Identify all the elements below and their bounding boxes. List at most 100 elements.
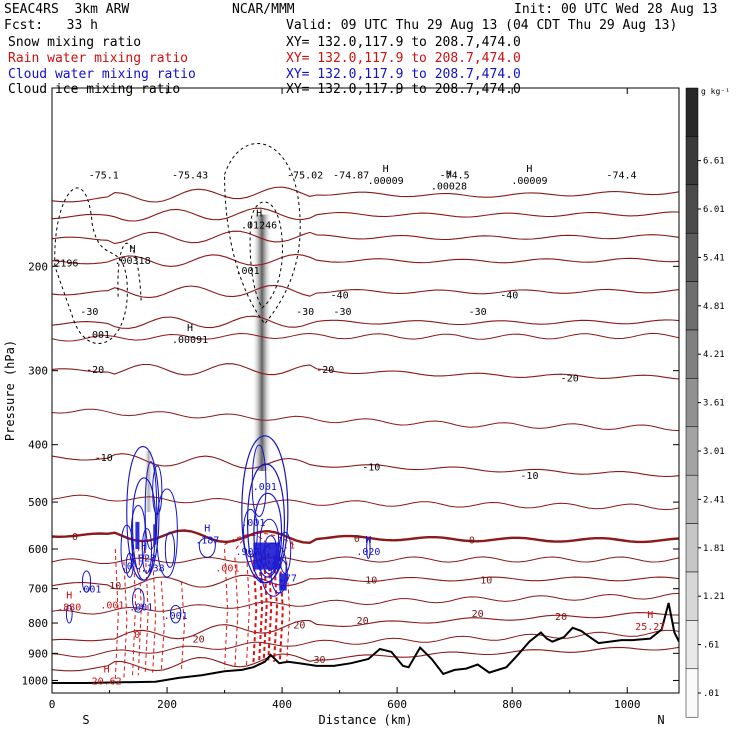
isotherm-label: -30 [296,307,314,318]
cloud-water-contour-main [278,531,292,574]
isotherm-label: -75.02 [287,171,323,182]
org-title: NCAR/MMM [232,2,295,17]
isotherm-label: 20 [472,609,484,620]
x-tick-label: 800 [502,698,522,711]
isotherm-label: -40 [500,290,518,301]
isotherm-line [52,284,679,299]
isotherm-label: 10 [365,575,377,586]
cloud-water-contour-small [198,537,216,558]
isotherm-label: -75.1 [89,171,119,182]
colorbar-label: 6.61 [703,157,725,167]
extremum-marker: H [104,664,110,675]
isotherm-line-minor [52,408,679,432]
isotherm-label: -30 [469,307,487,318]
rain-contour-cap [235,534,272,550]
colorbar-swatch [685,378,699,428]
isotherm-label: -75.43 [172,171,208,182]
rain-contour [234,557,239,668]
init-time: Init: 00 UTC Wed 28 Aug 13 [514,2,718,17]
colorbar-label: 6.01 [703,205,725,215]
rain-contour [267,553,273,661]
colorbar-swatch [685,426,699,476]
field-xy-cloud-ice: XY= 132.0,117.9 to 208.7,474.0 [286,82,521,97]
colorbar-label: .61 [703,641,719,651]
isotherm-line-minor [52,332,679,342]
colorbar-label: .01 [703,689,719,699]
extremum-value: 25.27 [635,622,665,633]
y-tick-label: 600 [28,543,48,556]
colorbar-swatch [685,571,699,621]
isotherm-label: 0 [72,532,78,543]
isotherm-line [52,253,679,267]
y-tick-label: 400 [28,439,48,452]
rain-contour [137,540,142,676]
rain-contour [258,551,264,664]
x-tick-label: 0 [49,698,56,711]
isotherm-line [52,207,679,222]
isotherm-label: -20 [316,365,334,376]
extremum-value: .00028 [431,181,467,192]
extremum-marker: H [647,610,653,621]
cloud-water-contour-main [246,463,285,584]
isotherm-label: 20 [555,612,567,623]
contour-value-label: .907 [236,547,260,558]
isotherm-label: -30 [333,307,351,318]
cloud-water-core [153,524,157,545]
isotherm-line [52,453,679,478]
forecast-hour: Fcst: 33 h [4,18,98,33]
rain-contour [132,531,137,677]
rain-contour-cap [224,532,294,546]
cloud-water-contour-left [130,504,146,569]
isotherm-label: 10 [480,575,492,586]
isotherm-line [52,612,679,642]
isotherm-label: -20 [86,365,104,376]
isotherm-line [52,315,679,329]
isotherm-line-minor [52,556,679,564]
colorbar-swatch [685,136,699,186]
cloud-water-contour-left [120,524,134,574]
extremum-marker: H [446,169,452,180]
isotherm-label: 20 [293,621,305,632]
snow-contour [224,143,301,325]
isotherm-line [52,186,679,203]
rain-contour [180,581,185,670]
field-xy-cloud-water: XY= 132.0,117.9 to 208.7,474.0 [286,67,521,82]
cloud-water-contour-small [65,605,73,624]
extremum-marker: H [383,164,389,175]
extremum-value: .828 [132,553,156,564]
contour-value-label: .001 [86,330,110,341]
cloud-water-contour-small [366,538,371,559]
field-xy-rain: XY= 132.0,117.9 to 208.7,474.0 [286,51,521,66]
isotherm-line [52,574,679,590]
rain-contour [262,548,268,662]
colorbar-label: 2.41 [703,495,725,505]
isotherm-label: 10 [109,581,121,592]
colorbar-label: 1.81 [703,544,725,554]
colorbar-swatch [685,281,699,331]
x-tick-label: 600 [387,698,407,711]
cloud-water-contour-left [156,488,178,578]
rain-contour [160,581,165,672]
cloud-water-contour-left [141,528,153,574]
terrain-line [52,602,679,684]
contour-value-label: 0 [134,630,140,641]
rain-contour [224,548,229,669]
y-tick-label: 500 [28,496,48,509]
extremum-value: .00009 [368,176,404,187]
colorbar-swatch [685,184,699,234]
cloud-water-contour-left [131,477,157,581]
field-label-rain: Rain water mixing ratio [8,51,189,66]
cloud-water-core [253,542,280,570]
x-tick-label: 200 [157,698,177,711]
isotherm-line [52,363,679,380]
cloud-water-core [135,521,140,550]
extremum-value: .880 [57,602,81,613]
x-end-label-north: N [657,713,664,727]
model-title: SEAC4RS 3km ARW [4,2,130,17]
contour-value-label: 2196 [54,258,78,269]
colorbar-swatch [685,232,699,282]
contour-value-label: .0 [121,562,133,573]
isotherm-label: -30 [80,307,98,318]
cloud-water-contour-main [243,509,258,558]
